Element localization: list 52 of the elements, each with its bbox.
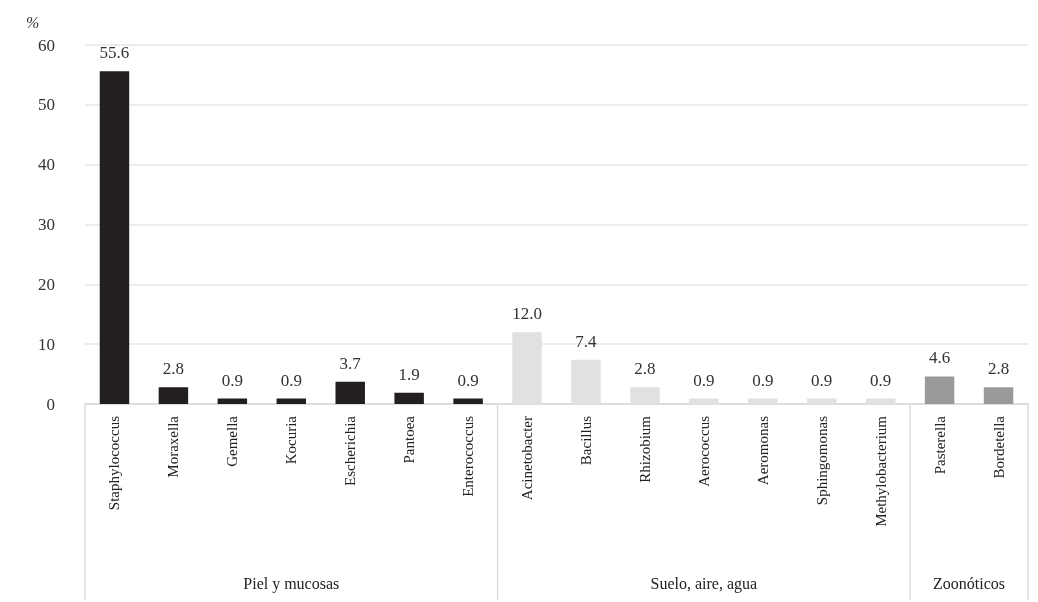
data-label: 55.6 [99, 43, 130, 63]
x-tick-label: Sphingomonas [813, 415, 830, 506]
data-label: 0.9 [693, 370, 715, 390]
text: Zoonóticos [933, 574, 1006, 592]
x-tick-label: Kocuria [283, 415, 300, 465]
data-label: 1.9 [398, 364, 420, 384]
bar [453, 398, 483, 404]
data-label: 0.9 [811, 370, 833, 390]
y-tick-label: 60 [38, 35, 55, 55]
y-tick-label: 0 [46, 394, 55, 414]
bar [924, 376, 955, 404]
x-tick-label: Escherichia [342, 415, 359, 486]
bar [394, 392, 424, 404]
text: Suelo, aire, agua [650, 574, 758, 593]
data-label: 2.8 [634, 359, 656, 379]
bar [99, 71, 130, 404]
data-label: 0.9 [280, 370, 302, 390]
bar [158, 387, 189, 404]
data-label: 2.8 [162, 359, 185, 379]
data-label: 0.9 [457, 370, 479, 390]
x-tick-label: Methylobacterium [872, 415, 889, 527]
x-tick-label: Gemella [224, 415, 241, 467]
x-tick-label: Staphylococcus [106, 415, 123, 511]
y-axis-title: % [26, 13, 40, 31]
x-tick-label: Rhizobium [636, 415, 653, 483]
x-tick-label: Pantoea [401, 415, 418, 464]
data-label: 0.9 [752, 370, 774, 390]
x-tick-label: Bacillus [577, 415, 594, 466]
text: Piel y mucosas [243, 574, 340, 593]
x-tick-label: Aeromonas [754, 415, 771, 486]
bar [983, 387, 1014, 404]
x-tick-label: Enterococcus [460, 415, 477, 497]
y-tick-label: 50 [38, 95, 55, 115]
y-tick-label: 20 [38, 274, 55, 294]
y-tick-label: 30 [38, 215, 55, 234]
data-label: 4.6 [928, 348, 951, 368]
x-tick-label: Pasterella [931, 415, 948, 475]
bar [335, 381, 365, 404]
x-tick-label: Acinetobacter [519, 416, 536, 501]
y-tick-label: 40 [38, 155, 55, 175]
x-tick-label: Bordetella [990, 415, 1007, 479]
bar [276, 398, 307, 404]
data-label: 2.8 [987, 359, 1010, 379]
data-label: 0.9 [870, 370, 892, 390]
bar [217, 398, 248, 404]
data-label: 0.9 [221, 370, 243, 390]
data-label: 7.4 [575, 331, 598, 351]
data-label: 12.0 [512, 304, 542, 324]
data-label: 3.7 [339, 353, 362, 373]
y-tick-label: 10 [38, 334, 55, 354]
x-tick-label: Moraxella [165, 415, 182, 478]
x-tick-label: Aerococcus [695, 415, 712, 487]
